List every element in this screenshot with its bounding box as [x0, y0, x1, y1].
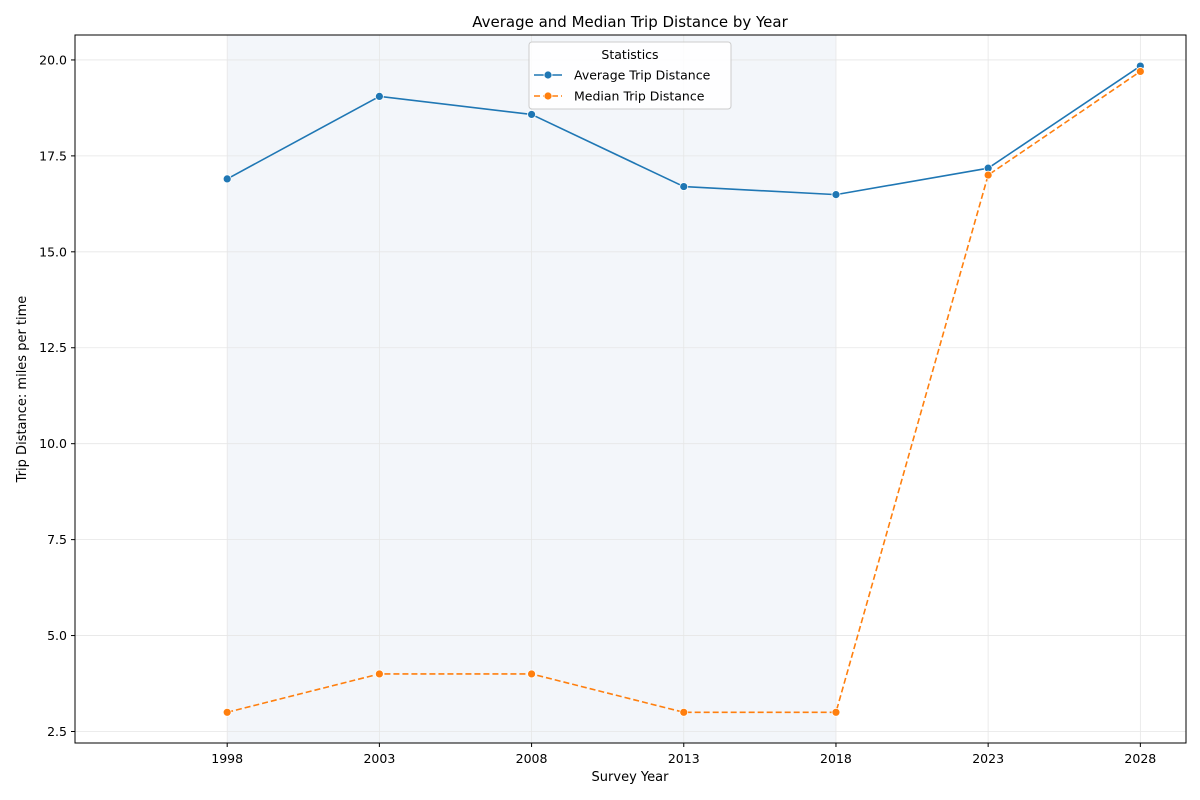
median-data-point — [222, 707, 232, 717]
y-tick-label: 15.0 — [39, 244, 67, 259]
series-layer — [222, 61, 1145, 717]
average-legend-label: Average Trip Distance — [574, 68, 711, 83]
average-data-point — [222, 174, 232, 184]
median-data-point — [831, 707, 841, 717]
legend-title: Statistics — [601, 47, 658, 62]
x-tick-label: 2028 — [1124, 751, 1156, 766]
average-data-point — [527, 110, 536, 119]
median-legend-label: Median Trip Distance — [574, 89, 705, 104]
x-axis: 1998 2003 2008 2013 2018 2023 2028 — [211, 743, 1156, 766]
x-tick-label: 2003 — [363, 751, 395, 766]
average-data-point — [831, 190, 841, 200]
x-tick-label: 2023 — [972, 751, 1004, 766]
y-tick-label: 20.0 — [39, 52, 67, 67]
average-data-point — [679, 182, 689, 191]
median-data-point — [983, 170, 993, 180]
x-tick-label: 2018 — [820, 751, 852, 766]
x-tick-label: 1998 — [211, 751, 243, 766]
y-axis: 2.5 5.0 7.5 10.0 12.5 15.0 17.5 20.0 — [39, 52, 75, 739]
y-tick-label: 5.0 — [47, 628, 67, 643]
median-legend-marker — [543, 91, 553, 101]
median-data-point — [679, 707, 689, 717]
y-tick-label: 10.0 — [39, 436, 67, 451]
x-tick-label: 2013 — [668, 751, 700, 766]
plot-frame — [74, 34, 1187, 744]
median-data-point — [527, 669, 536, 679]
average-legend-marker — [543, 70, 553, 80]
y-axis-label: Trip Distance: miles per time — [15, 296, 30, 484]
y-tick-label: 7.5 — [47, 532, 67, 547]
legend-entries: Average Trip Distance Median Trip Distanc… — [534, 68, 711, 104]
x-tick-label: 2008 — [516, 751, 548, 766]
y-tick-label: 2.5 — [47, 724, 67, 739]
median-data-point — [374, 669, 384, 679]
y-tick-label: 12.5 — [39, 340, 67, 355]
legend-box — [528, 41, 732, 110]
x-axis-label: Survey Year — [592, 770, 670, 785]
average-data-point — [374, 91, 384, 101]
legend: Statistics Average Trip Distance Median T… — [528, 41, 732, 110]
chart-title: Average and Median Trip Distance by Year — [472, 13, 788, 31]
y-tick-label: 17.5 — [39, 148, 67, 163]
median-data-point — [1135, 67, 1145, 76]
